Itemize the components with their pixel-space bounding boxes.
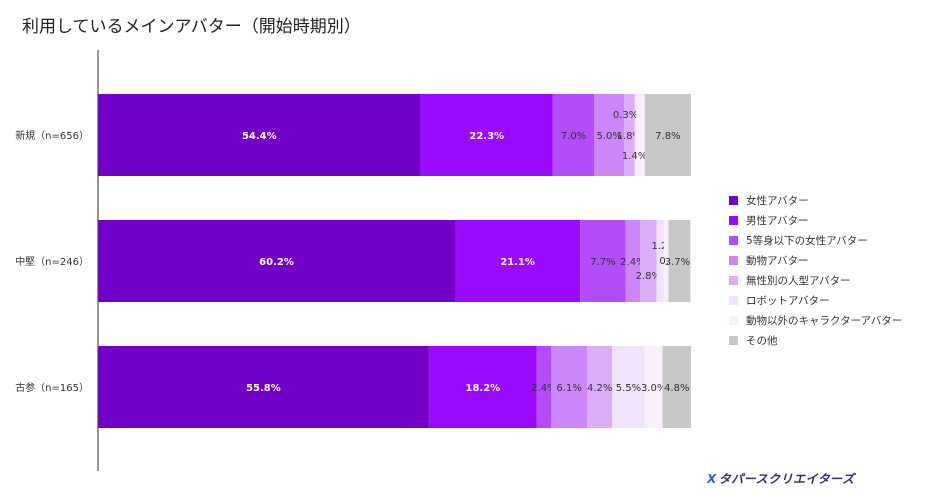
bar-segment bbox=[536, 346, 552, 428]
bar-segment bbox=[454, 220, 581, 302]
data-label: 54.4% bbox=[242, 131, 277, 142]
legend-item: 無性別の人型アバター bbox=[729, 270, 902, 290]
bar-segment bbox=[644, 346, 663, 428]
legend-swatch bbox=[729, 335, 738, 345]
bar-segment bbox=[420, 94, 553, 176]
data-label: 2.8% bbox=[636, 271, 661, 282]
data-label: 4.2% bbox=[587, 383, 612, 394]
data-label: 7.7% bbox=[590, 257, 615, 268]
bar-segment bbox=[634, 94, 637, 176]
legend-item: 動物アバター bbox=[729, 250, 902, 270]
data-label: 6.1% bbox=[556, 383, 581, 394]
legend-swatch bbox=[729, 215, 738, 225]
legend-item: 女性アバター bbox=[729, 190, 902, 210]
legend-swatch bbox=[729, 275, 738, 285]
bar-segment bbox=[580, 220, 626, 302]
bar-segment bbox=[656, 220, 664, 302]
category-label: 古参（n=165） bbox=[15, 381, 89, 394]
data-label: 1.8% bbox=[617, 131, 642, 142]
data-label: 5.0% bbox=[596, 131, 621, 142]
data-label: 2.4% bbox=[620, 257, 645, 268]
legend-swatch bbox=[729, 295, 738, 305]
chart-title: 利用しているメインアバター（開始時期別） bbox=[22, 17, 361, 37]
bar-segment bbox=[428, 346, 537, 428]
data-label: 18.2% bbox=[466, 383, 501, 394]
legend-label: 無性別の人型アバター bbox=[746, 274, 851, 287]
bar-segment bbox=[640, 220, 657, 302]
legend-label: その他 bbox=[746, 334, 778, 347]
legend-label: ロボットアバター bbox=[746, 294, 830, 307]
data-label: 1.4% bbox=[622, 151, 647, 162]
data-label: 2.4% bbox=[531, 383, 556, 394]
chart-legend: 女性アバター 男性アバター 5等身以下の女性アバター 動物アバター無性別の人型アバター… bbox=[729, 190, 902, 350]
bar-segment bbox=[551, 346, 588, 428]
data-label: 3.0% bbox=[641, 383, 666, 394]
bar-segment bbox=[623, 94, 635, 176]
legend-item: 動物以外のキャラクターアバター bbox=[729, 310, 902, 330]
brand-logo-mark: X bbox=[707, 472, 717, 486]
data-label: 60.2% bbox=[259, 257, 294, 268]
data-label: 7.0% bbox=[561, 131, 586, 142]
bar-segment bbox=[587, 346, 613, 428]
bar-segment bbox=[98, 346, 429, 428]
legend-item: ロボットアバター bbox=[729, 290, 902, 310]
legend-swatch bbox=[729, 235, 738, 245]
legend-swatch bbox=[729, 255, 738, 265]
brand-logo: X タパースクリエイターズ bbox=[707, 470, 855, 487]
data-label: 3.7% bbox=[665, 257, 690, 268]
legend-swatch bbox=[729, 315, 738, 325]
bar-segment bbox=[612, 346, 645, 428]
legend-swatch bbox=[729, 195, 738, 205]
bar-segment bbox=[662, 346, 691, 428]
data-label: 0.3% bbox=[613, 110, 638, 121]
brand-logo-text: タパースクリエイターズ bbox=[718, 472, 855, 486]
legend-label: 動物以外のキャラクターアバター bbox=[746, 314, 903, 327]
bar-segment bbox=[98, 220, 455, 302]
data-label: 4.8% bbox=[664, 383, 689, 394]
legend-item: 5等身以下の女性アバター bbox=[729, 230, 902, 250]
bar-segment bbox=[644, 94, 691, 176]
bar-segment bbox=[625, 220, 641, 302]
data-label: 22.3% bbox=[469, 131, 504, 142]
category-label: 中堅（n=246） bbox=[15, 255, 89, 268]
bar-segment bbox=[594, 94, 624, 176]
legend-item: 男性アバター bbox=[729, 210, 902, 230]
legend-label: 5等身以下の女性アバター bbox=[746, 234, 868, 247]
data-label: 21.1% bbox=[500, 257, 535, 268]
data-label: 7.8% bbox=[655, 131, 680, 142]
bar-segment bbox=[552, 94, 595, 176]
bar-segment bbox=[663, 220, 669, 302]
bar-segment bbox=[668, 220, 691, 302]
legend-label: 動物アバター bbox=[746, 254, 809, 267]
bar-segment bbox=[636, 94, 645, 176]
legend-label: 男性アバター bbox=[746, 214, 809, 227]
category-label: 新規（n=656） bbox=[15, 129, 89, 142]
legend-item: その他 bbox=[729, 330, 902, 350]
bar-segment bbox=[98, 94, 421, 176]
legend-label: 女性アバター bbox=[746, 194, 809, 207]
data-label: 5.5% bbox=[616, 383, 641, 394]
data-label: 55.8% bbox=[246, 383, 281, 394]
